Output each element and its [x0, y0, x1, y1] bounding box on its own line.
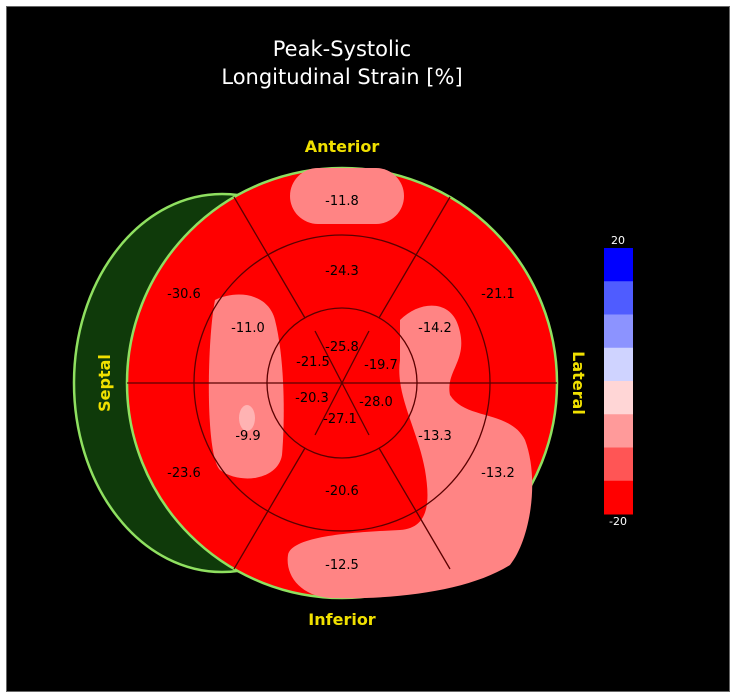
- colorbar-swatch: [604, 248, 633, 282]
- segment-values: -11.8 -21.1 -13.2 -12.5 -23.6 -30.6 -24.…: [167, 194, 515, 573]
- value-apical-lateral: -19.7: [364, 358, 398, 373]
- label-anterior: Anterior: [305, 137, 380, 156]
- value-apex-septal: -20.3: [295, 391, 329, 406]
- value-basal-inferoseptal: -23.6: [167, 466, 201, 481]
- patch-septal: [208, 294, 284, 479]
- value-basal-anterolateral: -21.1: [481, 287, 515, 302]
- value-mid-inferoseptal: -9.9: [235, 429, 260, 444]
- strain-patches: [208, 168, 533, 599]
- label-inferior: Inferior: [308, 610, 376, 629]
- value-mid-anteroseptal: -11.0: [231, 321, 265, 336]
- value-basal-anteroseptal: -30.6: [167, 287, 201, 302]
- patch-anterior: [290, 168, 404, 224]
- value-apical-septal: -21.5: [296, 355, 330, 370]
- colorbar-swatch: [604, 281, 633, 315]
- value-apex-inferior: -27.1: [323, 412, 357, 427]
- colorbar-swatch: [604, 480, 633, 515]
- value-basal-anterior: -11.8: [325, 194, 359, 209]
- value-mid-inferior: -20.6: [325, 484, 359, 499]
- patch-highlight: [239, 405, 255, 431]
- value-mid-anterior: -24.3: [325, 264, 359, 279]
- label-septal: Septal: [95, 354, 114, 412]
- colorbar-swatch: [604, 381, 633, 415]
- patch-lateral-inferior: [287, 305, 533, 599]
- value-basal-inferolateral: -13.2: [481, 466, 515, 481]
- colorbar-swatch: [604, 447, 633, 482]
- colorbar-min-label: -20: [609, 515, 627, 528]
- value-mid-anterolateral: -14.2: [418, 321, 452, 336]
- title-line-2: Longitudinal Strain [%]: [221, 65, 462, 89]
- value-apical-anterior: -25.8: [325, 340, 359, 355]
- value-basal-inferior: -12.5: [325, 558, 359, 573]
- label-lateral: Lateral: [569, 351, 588, 415]
- colorbar-swatch: [604, 347, 633, 382]
- colorbar: [604, 248, 633, 515]
- title-line-1: Peak-Systolic: [273, 37, 411, 61]
- value-mid-inferolateral: -13.3: [418, 429, 452, 444]
- value-apical-inferior: -28.0: [359, 395, 393, 410]
- colorbar-max-label: 20: [611, 234, 625, 247]
- colorbar-swatch: [604, 314, 633, 349]
- segment-grid: [127, 196, 557, 570]
- colorbar-swatch: [604, 414, 633, 448]
